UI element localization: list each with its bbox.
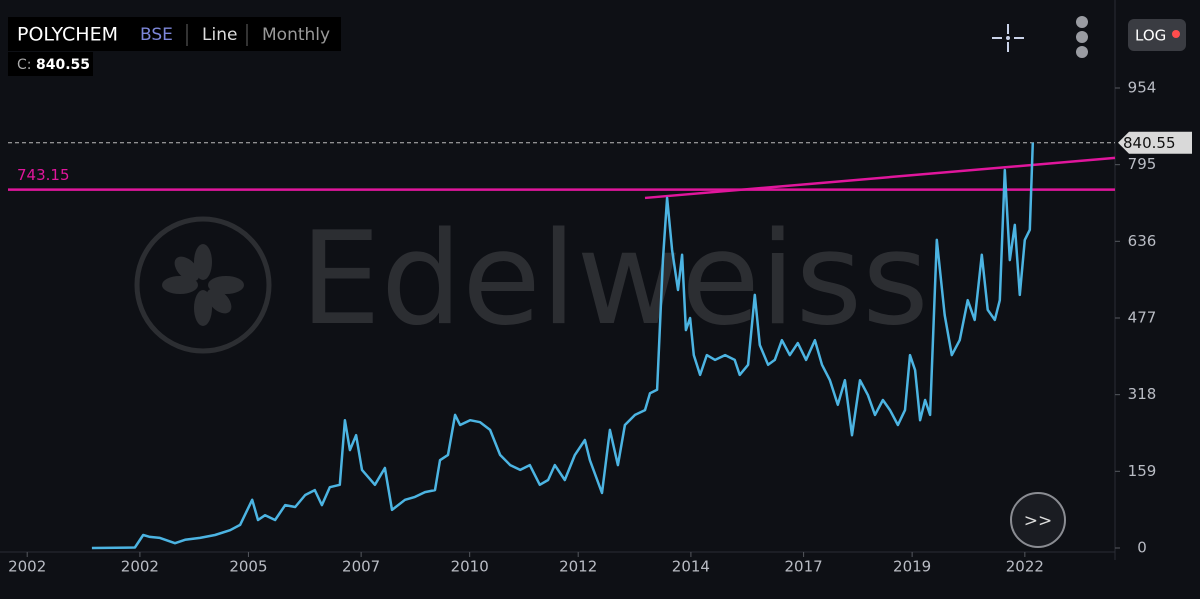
x-tick-label: 2010: [451, 558, 489, 576]
exchange: BSE: [140, 25, 173, 45]
log-button-label[interactable]: LOG: [1135, 27, 1166, 45]
y-tick-label: 318: [1128, 385, 1157, 403]
crosshair-button[interactable]: [992, 24, 1024, 52]
x-tick-label: 2019: [893, 558, 931, 576]
close-label: C:: [17, 57, 32, 73]
symbol: POLYCHEM: [17, 24, 118, 46]
x-tick-label: 2017: [785, 558, 823, 576]
level-label: 743.15: [17, 166, 70, 184]
price-line: [91, 142, 1035, 550]
header-box: [8, 17, 341, 51]
x-tick-label: 2014: [672, 558, 710, 576]
watermark-text: Edelweiss: [300, 205, 929, 354]
y-tick-label: 159: [1128, 462, 1157, 480]
log-button[interactable]: LOG: [1128, 19, 1186, 51]
x-tick-label: 2002: [8, 558, 46, 576]
menu-button[interactable]: [1076, 16, 1088, 58]
close-value: 840.55: [36, 57, 90, 73]
interval[interactable]: Monthly: [262, 25, 330, 45]
x-tick-label: 2012: [559, 558, 597, 576]
watermark: Edelweiss: [134, 205, 929, 354]
x-tick-label: 2005: [229, 558, 267, 576]
y-tick-label: 795: [1128, 155, 1157, 173]
y-tick-label: 636: [1128, 232, 1157, 250]
plot-area: 0 159 318 477 636 795 954 2002 2002 2005 2007 2010 2…: [8, 79, 1192, 576]
last-price-tag: [1118, 131, 1192, 154]
chart-style[interactable]: Line: [202, 25, 237, 45]
trendline: [644, 156, 1116, 200]
close-box: [8, 52, 93, 76]
watermark-logo: [134, 216, 272, 354]
forward-button[interactable]: >>: [1010, 492, 1066, 548]
forward-button-label[interactable]: >>: [1024, 511, 1053, 531]
x-tick-label: 2002: [121, 558, 159, 576]
y-tick-label: 477: [1128, 309, 1157, 327]
x-tick-label: 2007: [342, 558, 380, 576]
watermark-flower: [162, 244, 244, 326]
header: POLYCHEM BSE Line Monthly C: 840.55: [8, 17, 341, 76]
y-tick-label: 0: [1137, 539, 1147, 557]
y-tick-label: 954: [1128, 79, 1157, 97]
last-price-label: 840.55: [1123, 134, 1176, 152]
x-tick-label: 2022: [1006, 558, 1044, 576]
